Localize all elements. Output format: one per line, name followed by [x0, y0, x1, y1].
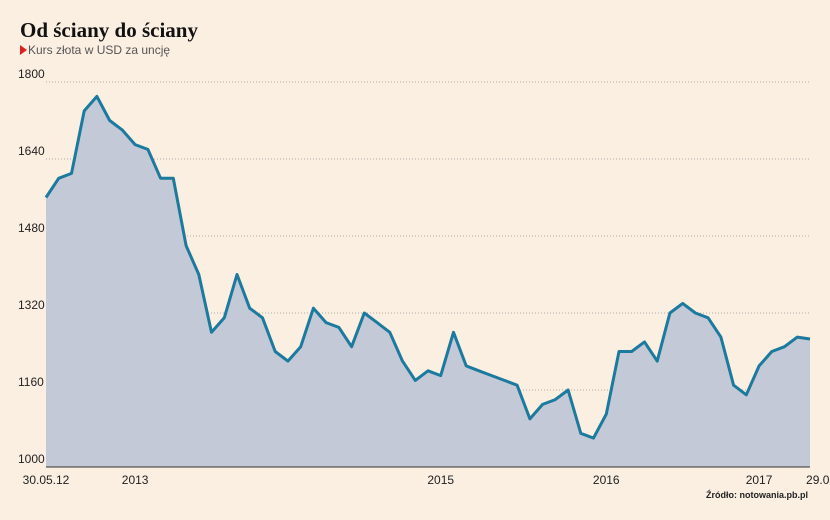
y-tick-label: 1160	[18, 375, 44, 389]
source: Źródło: notowania.pb.pl	[706, 490, 808, 500]
x-tick-label: 29.05.	[806, 473, 830, 487]
line	[44, 94, 811, 440]
y-tick-label: 1800	[18, 67, 45, 81]
y-tick-label: 1000	[18, 452, 45, 466]
area	[46, 96, 810, 468]
y-tick-label: 1640	[18, 144, 45, 158]
x-tick-label: 2016	[593, 473, 620, 487]
subtitle-marker	[20, 45, 27, 55]
y-tick-label: 1480	[18, 221, 45, 235]
x-tick-label: 2017	[746, 473, 773, 487]
x-tick-label: 30.05.12	[23, 473, 70, 487]
y-tick-label: 1320	[18, 298, 45, 312]
x-tick-label: 2015	[427, 473, 454, 487]
chart-title: Od ściany do ściany	[20, 18, 198, 42]
chart-subtitle: Kurs złota w USD za uncję	[28, 43, 170, 57]
x-tick-label: 2013	[122, 473, 149, 487]
